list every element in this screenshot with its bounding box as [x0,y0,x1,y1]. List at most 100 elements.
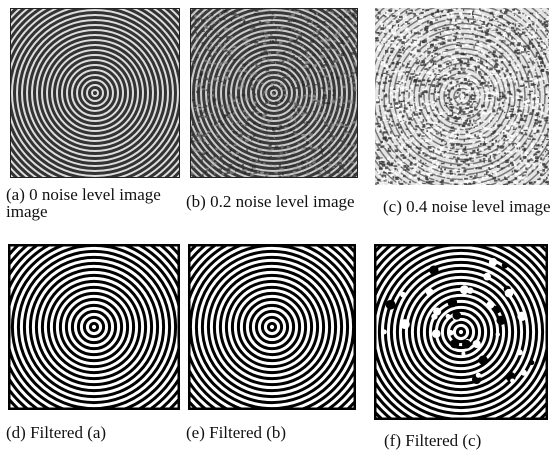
noise [469,13,471,14]
noise [215,46,218,49]
noise [529,42,533,44]
noise [418,80,421,82]
noise [418,39,420,40]
noise [288,42,291,44]
noise [346,16,349,18]
noise [388,66,390,67]
noise [410,51,414,54]
noise [297,113,300,115]
noise [541,47,542,50]
noise [527,164,530,167]
noise [506,52,507,54]
noise [273,165,276,168]
noise [438,166,440,168]
noise [412,67,416,69]
noise [468,164,470,166]
noise [435,89,436,90]
noise [415,17,417,19]
noise [392,38,395,41]
noise [261,83,264,84]
noise [469,129,470,130]
noise [473,155,475,156]
noise [346,131,349,132]
noise [335,163,338,166]
noise [350,17,353,18]
noise [383,38,386,39]
noise [287,146,290,149]
noise [273,29,274,30]
noise [514,30,516,32]
noise [540,173,543,176]
noise [450,19,452,22]
noise [489,19,493,21]
noise [441,100,444,102]
noise [487,79,488,81]
noise [391,40,394,42]
noise [253,162,256,164]
noise [378,82,381,85]
noise [464,101,467,102]
noise [523,159,524,161]
noise [376,20,378,22]
noise [309,24,313,26]
noise [485,167,486,169]
noise [473,153,477,155]
noise [205,34,207,37]
noise [455,153,458,154]
noise [390,131,391,134]
noise [209,47,211,49]
noise [225,171,226,172]
noise [202,153,206,156]
noise [427,100,430,101]
noise [232,154,235,156]
noise [375,149,376,152]
noise [340,140,342,142]
noise [385,50,388,53]
noise [478,94,479,96]
noise [519,168,520,170]
noise [311,114,313,116]
noise [462,150,464,151]
noise [222,69,224,71]
noise [384,127,386,130]
noise [403,44,404,46]
noise [191,137,192,139]
caption: (c) 0.4 noise level image [383,198,552,215]
noise [415,142,417,145]
noise [418,115,421,117]
noise [217,66,220,68]
noise [232,122,233,124]
noise [427,72,429,74]
noise [472,141,475,143]
noise [423,119,425,121]
noise [411,90,412,91]
noise [388,148,389,151]
noise [499,45,501,48]
noise [375,123,378,125]
noise [536,74,537,76]
noise [476,102,478,103]
noise [217,138,220,139]
noise [400,154,404,156]
noise [430,44,431,47]
noise [496,70,500,72]
noise [263,43,265,45]
noise [378,49,381,51]
noise [442,127,444,128]
noise [482,15,484,18]
noise [292,50,294,51]
noise [208,71,210,73]
noise [396,20,399,23]
noise [292,20,296,22]
noise [522,100,523,102]
noise [521,11,523,13]
noise [458,176,461,177]
noise [443,52,447,53]
noise [379,97,381,99]
noise [524,130,528,131]
noise [377,57,380,60]
noise [507,91,510,94]
noise [520,8,523,9]
noise [520,157,522,160]
noise [523,108,527,109]
